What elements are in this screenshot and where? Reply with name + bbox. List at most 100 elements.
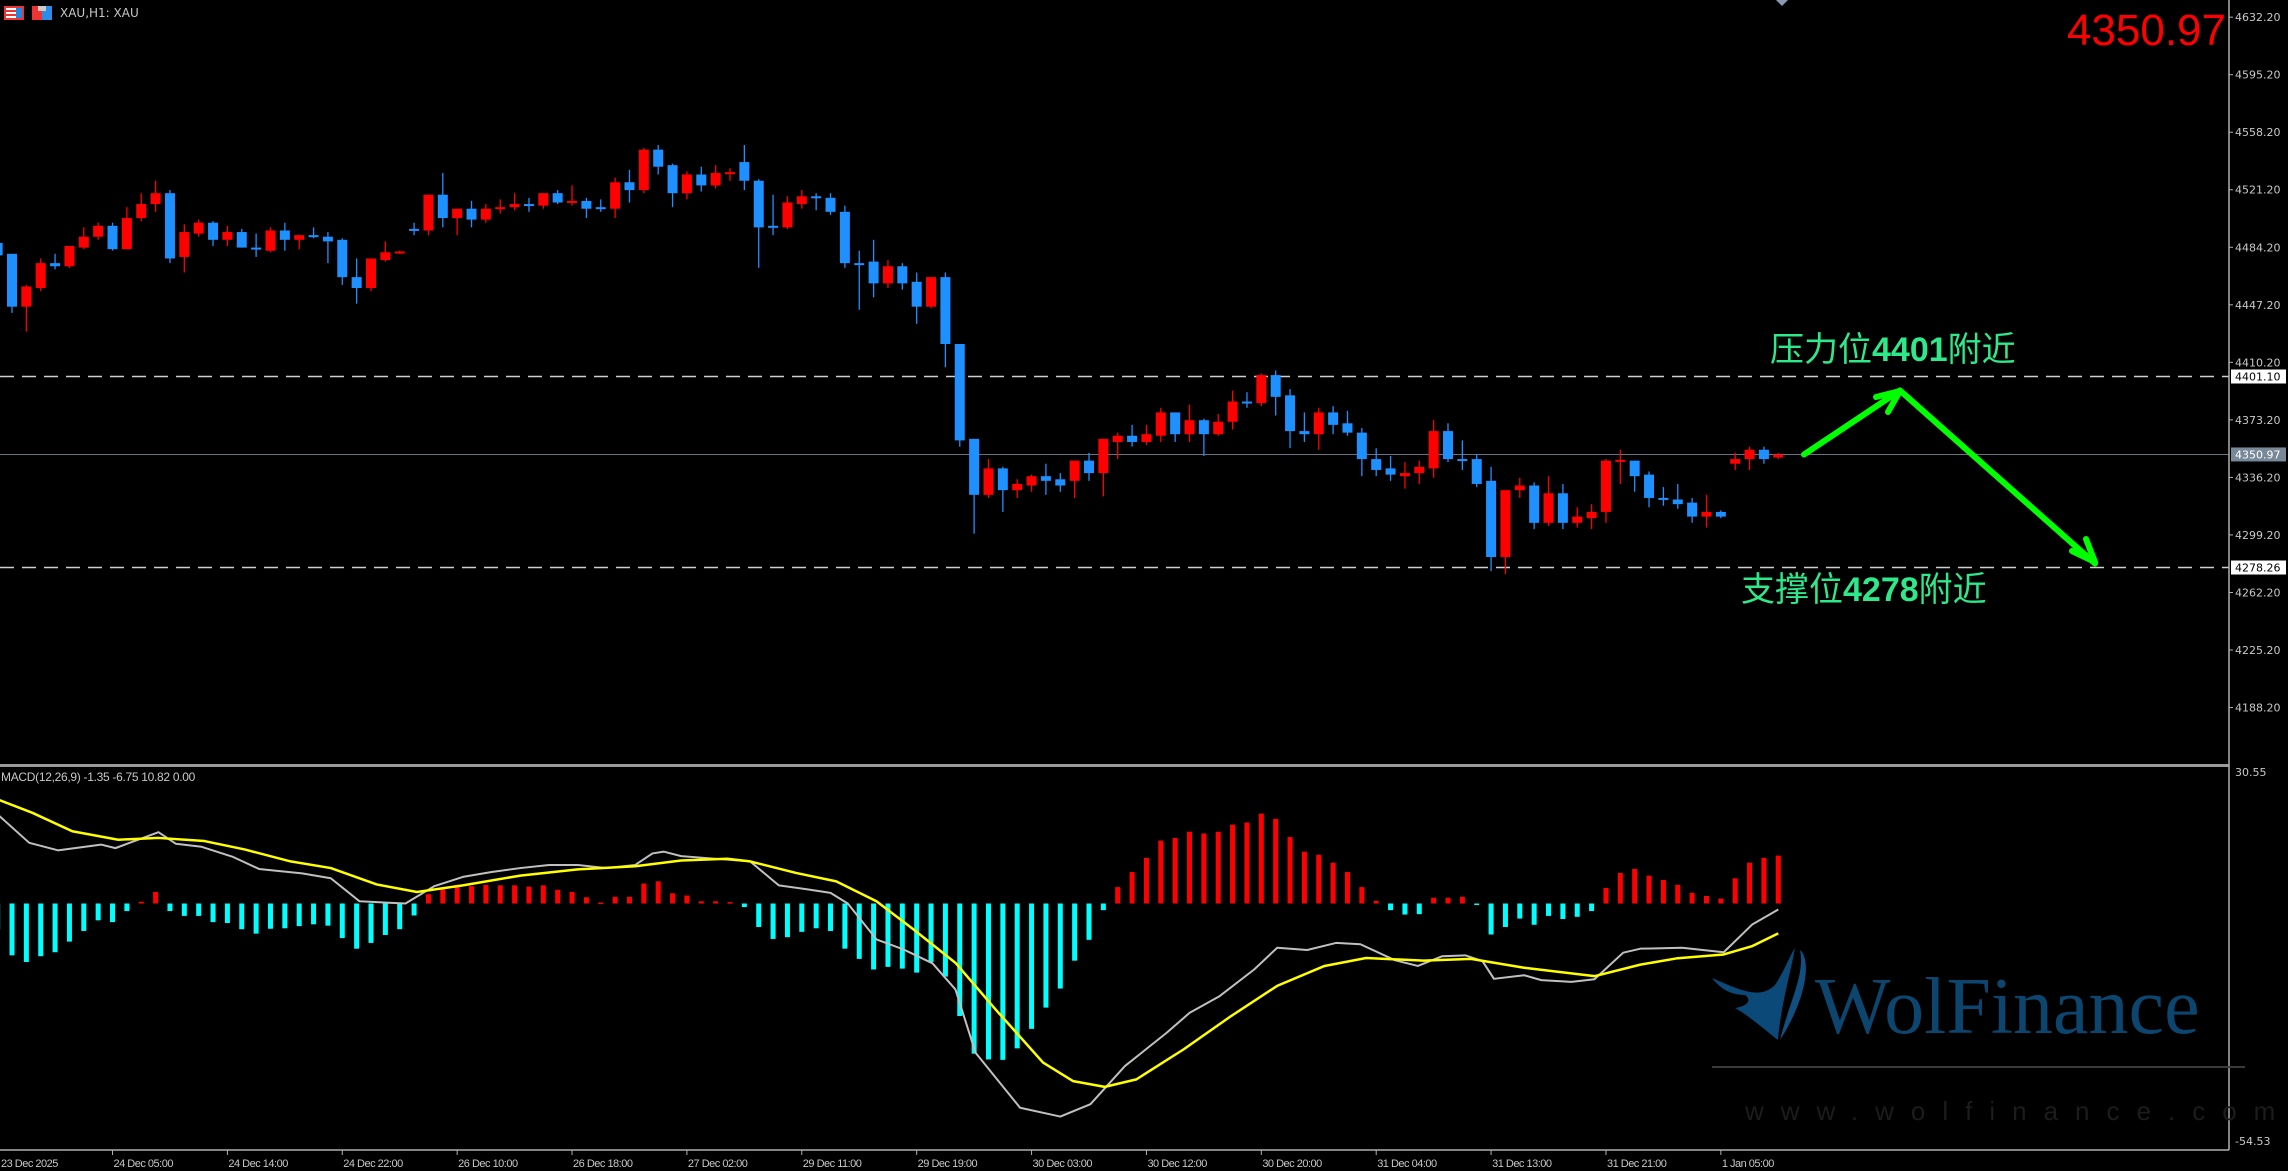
candle-body <box>179 232 190 257</box>
candle-body <box>1730 459 1741 464</box>
price-tick-label: 4595.20 <box>2235 69 2281 82</box>
candle-body <box>854 263 865 266</box>
candle-body <box>1112 435 1123 442</box>
candle-body <box>1457 459 1468 462</box>
macd-histogram-bar <box>1086 903 1092 940</box>
save-template-icon[interactable] <box>32 6 52 20</box>
candle-body <box>897 266 908 284</box>
candle-body <box>1184 420 1195 435</box>
macd-histogram-bar <box>181 903 187 916</box>
candle <box>581 197 592 219</box>
candle <box>782 196 793 229</box>
macd-histogram-bar <box>1603 887 1609 904</box>
candle <box>897 263 908 290</box>
candle <box>538 193 549 209</box>
candle-body <box>1213 421 1224 435</box>
candle <box>610 177 621 219</box>
macd-histogram-bar <box>899 903 905 969</box>
macd-histogram-bar <box>1388 903 1394 911</box>
macd-histogram-bar <box>1402 903 1408 915</box>
candle-body <box>1600 460 1611 512</box>
candle-body <box>1644 474 1655 498</box>
time-tick-label: 24 Dec 22:00 <box>343 1158 403 1170</box>
candle <box>480 204 491 223</box>
candle <box>1069 460 1080 498</box>
candle <box>294 235 305 250</box>
pane-separator <box>0 764 2229 767</box>
macd-histogram-bar <box>1546 903 1552 916</box>
candle <box>1385 455 1396 481</box>
macd-histogram-bar <box>1172 837 1178 904</box>
price-tick-label: 4410.20 <box>2235 356 2281 369</box>
candle <box>1557 483 1568 530</box>
candle-body <box>1687 502 1698 517</box>
macd-histogram-bar <box>1244 822 1250 904</box>
candle <box>969 438 980 534</box>
candle-body <box>1471 459 1482 484</box>
candle-body <box>394 251 405 254</box>
candle-body <box>667 165 678 194</box>
candle-body <box>983 468 994 495</box>
candle-body <box>1715 511 1726 517</box>
candle-body <box>78 236 89 248</box>
macd-histogram-bar <box>828 903 834 931</box>
forecast-arrows <box>1801 387 2098 567</box>
candle <box>567 185 578 206</box>
time-tick-label: 29 Dec 19:00 <box>918 1158 978 1170</box>
candle <box>1600 459 1611 523</box>
candle <box>1457 440 1468 470</box>
macd-histogram-bar <box>612 896 618 904</box>
candle-body <box>552 193 563 203</box>
macd-histogram-bar <box>368 903 374 943</box>
candle-body <box>969 438 980 495</box>
candle-body <box>351 277 362 289</box>
candle-body <box>1299 431 1310 435</box>
macd-histogram-bar <box>540 885 546 904</box>
price-tick-label: 4447.20 <box>2235 299 2281 312</box>
macd-histogram-bar <box>483 884 489 904</box>
macd-histogram-bar <box>454 884 460 904</box>
macd-histogram-bar <box>727 902 733 904</box>
macd-histogram-bar <box>38 903 44 957</box>
candle-body <box>136 204 147 219</box>
candle-body <box>1399 473 1410 477</box>
candle <box>265 227 276 253</box>
candle-body <box>337 239 348 278</box>
candle-body <box>279 230 290 240</box>
candle <box>93 222 104 240</box>
candle-body <box>452 208 463 219</box>
candle <box>495 199 506 214</box>
candle <box>1270 370 1281 416</box>
candle-body <box>782 202 793 228</box>
candle-body <box>294 235 305 240</box>
candle-body <box>1428 431 1439 469</box>
macd-histogram-bar <box>1187 831 1193 904</box>
candle <box>768 194 779 236</box>
macd-histogram-bar <box>1158 840 1164 904</box>
candle <box>595 199 606 212</box>
price-tick-label: 4632.20 <box>2235 11 2281 24</box>
macd-histogram-bar <box>1560 903 1566 920</box>
chart-grid-icon[interactable] <box>4 6 24 20</box>
macd-histogram-bar <box>1029 903 1035 1029</box>
time-tick-label: 26 Dec 18:00 <box>573 1158 633 1170</box>
candle <box>222 225 233 247</box>
macd-histogram-bar <box>196 903 202 916</box>
candle-body <box>93 225 104 237</box>
macd-histogram-bar <box>1201 833 1207 904</box>
macd-histogram-bar <box>311 903 317 925</box>
chart-header: XAU,H1: XAU <box>4 3 139 23</box>
candle <box>1285 389 1296 449</box>
candle <box>1055 473 1066 492</box>
macd-histogram-bar <box>1215 831 1221 904</box>
candle-body <box>1500 490 1511 558</box>
candle <box>983 459 994 498</box>
arrow-head-down-icon <box>2069 536 2098 565</box>
candle-body <box>409 228 420 231</box>
candle-body <box>437 194 448 219</box>
candle <box>523 197 534 212</box>
macd-histogram-bar <box>1359 887 1365 904</box>
support-prefix: 支撑位 <box>1741 570 1843 610</box>
scroll-marker-icon <box>1776 0 1788 6</box>
